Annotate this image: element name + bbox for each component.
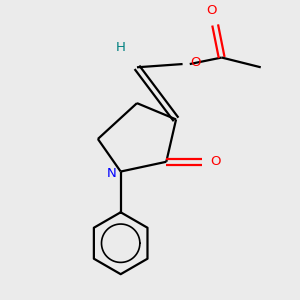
Text: H: H xyxy=(116,41,126,54)
Text: N: N xyxy=(107,167,117,180)
Text: O: O xyxy=(191,56,201,69)
Text: O: O xyxy=(207,4,217,17)
Text: O: O xyxy=(210,155,221,168)
